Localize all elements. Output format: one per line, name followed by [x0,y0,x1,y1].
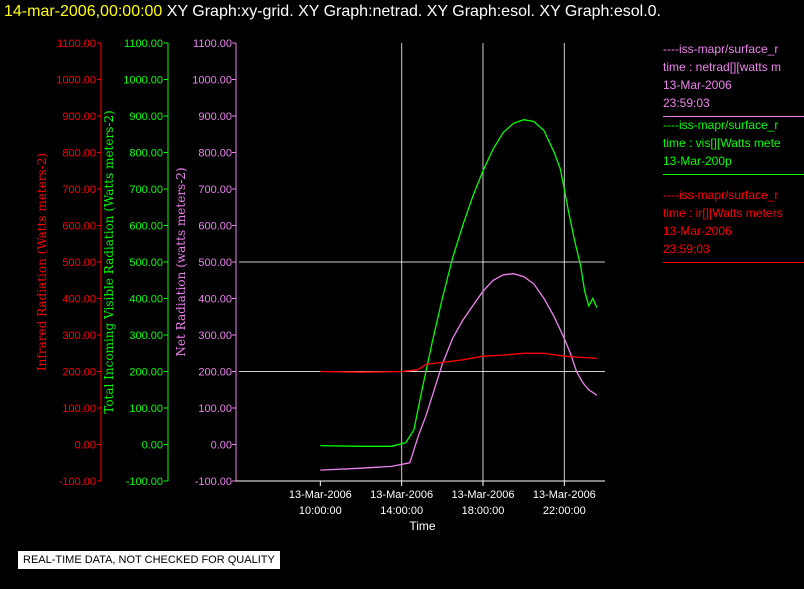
x-axis-title: Time [409,519,436,533]
y-tick-label: -100.00 [59,476,96,488]
y-tick-label: 100.00 [62,403,96,415]
y-tick-label: 1000.00 [56,75,96,87]
legend-line: 13-Mar-200p [663,154,732,168]
y-axis-title-net: Net Radiation (watts meters-2) [174,167,188,356]
window-title: 14-mar-2006,00:00:00 XY Graph:xy-grid. X… [4,3,661,21]
legend-line: 23:59:03 [663,242,710,256]
y-tick-label: -100.00 [195,476,232,488]
y-axis-title-ir: Infrared Radiation (Watts meters-2) [35,153,49,371]
y-tick-label: 400.00 [198,294,232,306]
y-tick-label: 500.00 [62,257,96,269]
legend-separator [663,174,804,175]
y-tick-label: 300.00 [62,330,96,342]
y-tick-label: -100.00 [126,476,163,488]
quality-note: REAL-TIME DATA, NOT CHECKED FOR QUALITY [18,551,280,569]
y-tick-label: 700.00 [198,184,232,196]
y-tick-label: 400.00 [62,294,96,306]
legend-line: ----iss-mapr/surface_r [663,42,779,56]
y-axis-title-vis: Total Incoming Visible Radiation (Watts … [102,110,116,414]
y-tick-label: 0.00 [75,440,96,452]
y-tick-label: 1000.00 [123,75,163,87]
series-line-ir [320,352,597,373]
title-graphs: XY Graph:xy-grid. XY Graph:netrad. XY Gr… [166,3,661,20]
x-tick-time: 22:00:00 [543,505,586,517]
y-tick-label: 100.00 [129,403,163,415]
series-line-net [320,273,598,471]
y-tick-label: 400.00 [129,294,163,306]
y-tick-label: 1100.00 [57,38,96,50]
y-tick-label: 800.00 [62,148,96,160]
legend-line: ----iss-mapr/surface_r [663,188,779,202]
title-date: 14-mar-2006,00:00:00 [4,3,163,20]
y-tick-label: 900.00 [62,111,96,123]
legend-line: 23:59:03 [663,96,710,110]
x-tick-date: 13-Mar-2006 [452,489,515,501]
y-tick-label: 700.00 [62,184,96,196]
y-tick-label: 800.00 [129,148,163,160]
y-tick-label: 800.00 [198,148,232,160]
y-tick-label: 1100.00 [124,38,163,50]
legend-line: ----iss-mapr/surface_r [663,118,779,132]
x-tick-time: 10:00:00 [299,505,342,517]
legend-line: 13-Mar-2006 [663,224,732,238]
y-tick-label: 500.00 [129,257,163,269]
y-tick-label: 0.00 [211,440,232,452]
legend-line: 13-Mar-2006 [663,78,732,92]
y-tick-label: 900.00 [129,111,163,123]
legend-separator [663,116,804,117]
y-tick-label: 700.00 [129,184,163,196]
y-tick-label: 300.00 [129,330,163,342]
y-tick-label: 0.00 [142,440,163,452]
y-tick-label: 100.00 [198,403,232,415]
legend-separator [663,262,804,263]
legend-line: time : netrad[][watts m [663,60,782,74]
y-tick-label: 300.00 [198,330,232,342]
y-tick-label: 900.00 [198,111,232,123]
legend-line: time : ir[][Watts meters [663,206,783,220]
y-tick-label: 200.00 [129,367,163,379]
y-tick-label: 1000.00 [192,75,232,87]
legend-line: time : vis[][Watts mete [663,136,781,150]
y-tick-label: 500.00 [198,257,232,269]
x-tick-date: 13-Mar-2006 [533,489,596,501]
y-tick-label: 200.00 [198,367,232,379]
series-line-vis [320,119,598,447]
x-tick-time: 18:00:00 [462,505,505,517]
y-tick-label: 600.00 [129,221,163,233]
y-tick-label: 200.00 [62,367,96,379]
y-tick-label: 600.00 [198,221,232,233]
y-tick-label: 600.00 [62,221,96,233]
x-tick-time: 14:00:00 [380,505,423,517]
x-tick-date: 13-Mar-2006 [289,489,352,501]
y-tick-label: 1100.00 [193,38,232,50]
x-tick-date: 13-Mar-2006 [370,489,433,501]
